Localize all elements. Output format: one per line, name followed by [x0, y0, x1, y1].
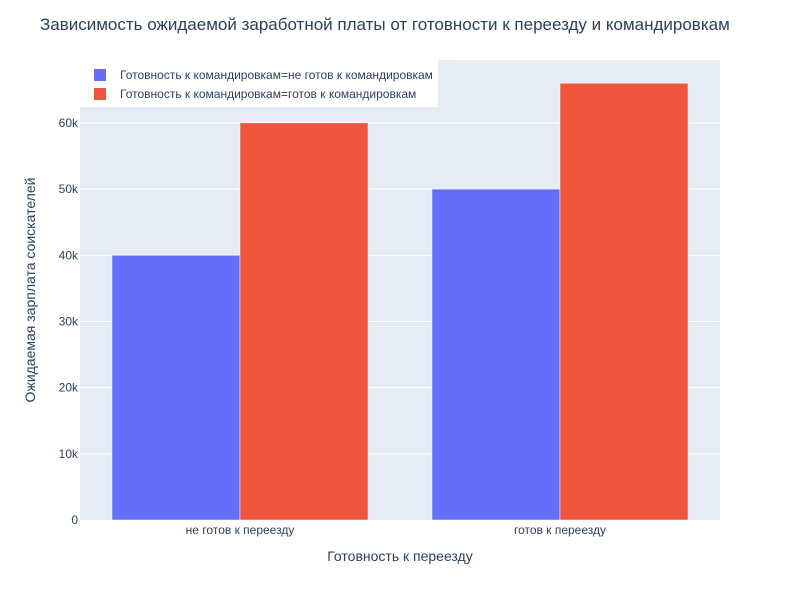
y-axis-ticks: 0 10k 20k 30k 40k 50k 60k	[59, 116, 79, 527]
y-tick-label: 20k	[59, 381, 79, 395]
legend-background	[80, 60, 438, 107]
chart-title: Зависимость ожидаемой заработной платы о…	[40, 15, 730, 34]
legend-entry[interactable]: Готовность к командировкам=не готов к ко…	[120, 68, 433, 82]
legend-entry[interactable]: Готовность к командировкам=готов к коман…	[120, 87, 416, 101]
y-tick-label: 60k	[59, 116, 79, 130]
x-axis-ticks: не готов к переезду готов к переезду	[186, 523, 606, 537]
bar[interactable]	[239, 122, 369, 521]
bar[interactable]	[431, 188, 561, 521]
bar[interactable]	[111, 255, 241, 521]
bars	[111, 82, 689, 521]
bar[interactable]	[559, 82, 689, 521]
y-tick-label: 10k	[59, 447, 79, 461]
y-tick-label: 30k	[59, 314, 79, 328]
y-tick-label: 50k	[59, 182, 79, 196]
legend-swatch[interactable]	[94, 69, 106, 81]
x-axis-label: Готовность к переезду	[327, 548, 472, 564]
x-tick-label: готов к переезду	[514, 523, 606, 537]
y-tick-label: 40k	[59, 248, 79, 262]
y-axis-label: Ожидаемая зарплата соискателей	[22, 178, 38, 403]
legend[interactable]: Готовность к командировкам=не готов к ко…	[80, 60, 438, 107]
x-tick-label: не готов к переезду	[186, 523, 295, 537]
legend-swatch[interactable]	[94, 88, 106, 100]
y-tick-label: 0	[71, 513, 78, 527]
